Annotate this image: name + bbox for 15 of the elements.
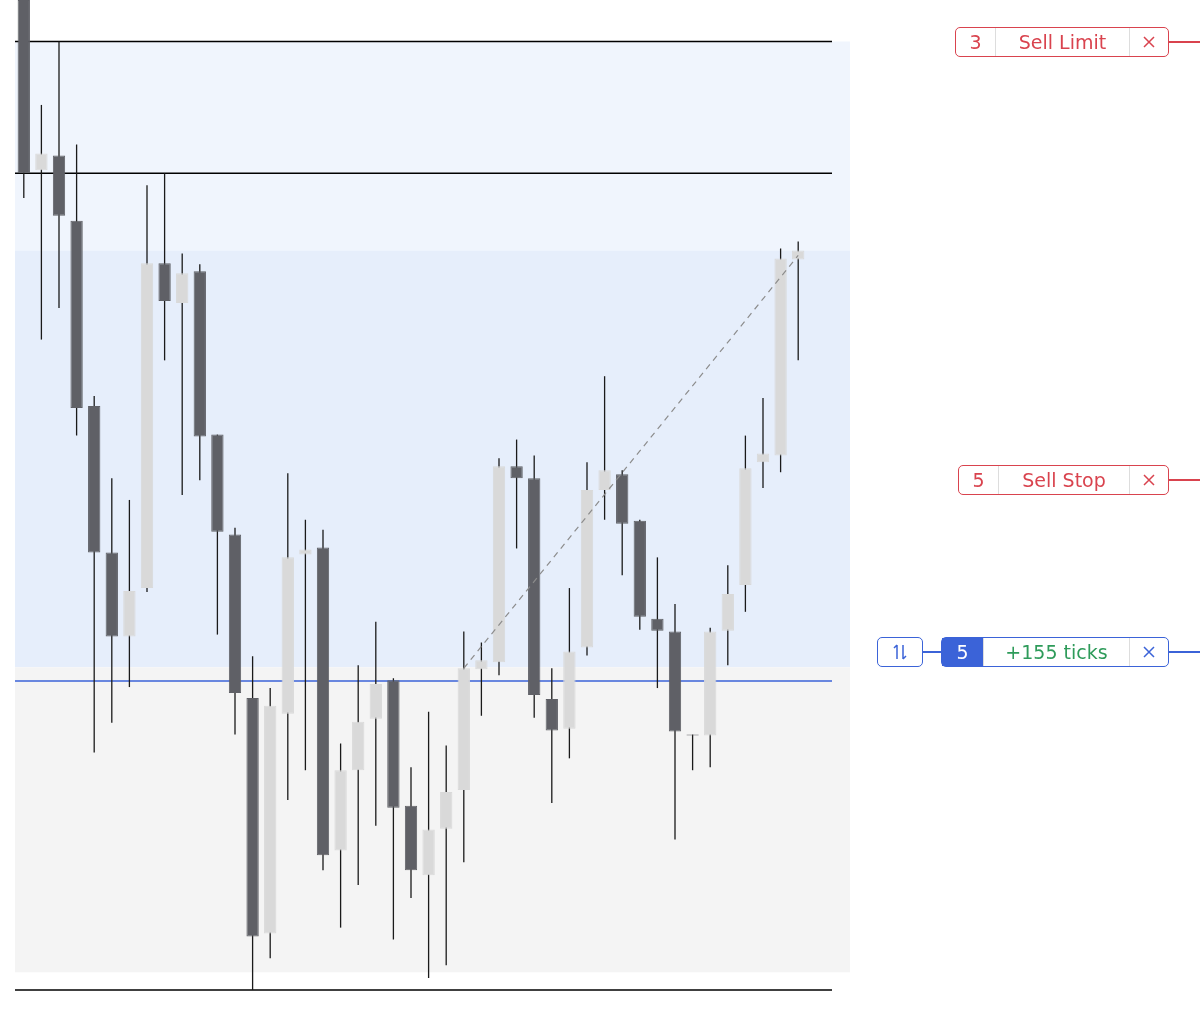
text: Sell Stop	[999, 466, 1130, 494]
text: Sell Limit	[996, 28, 1130, 56]
text: 5	[959, 466, 999, 494]
candlestick	[756, 397, 770, 489]
text: 3	[956, 28, 996, 56]
text: 5	[942, 638, 984, 666]
candlestick	[35, 104, 48, 341]
candlestick	[598, 375, 611, 521]
candlestick	[510, 438, 523, 550]
candlestick	[651, 556, 664, 689]
candlestick	[475, 641, 488, 717]
candlestick	[299, 519, 312, 771]
text: +155 ticks	[984, 638, 1130, 666]
candlestick	[792, 240, 805, 362]
candlestick	[176, 252, 189, 496]
